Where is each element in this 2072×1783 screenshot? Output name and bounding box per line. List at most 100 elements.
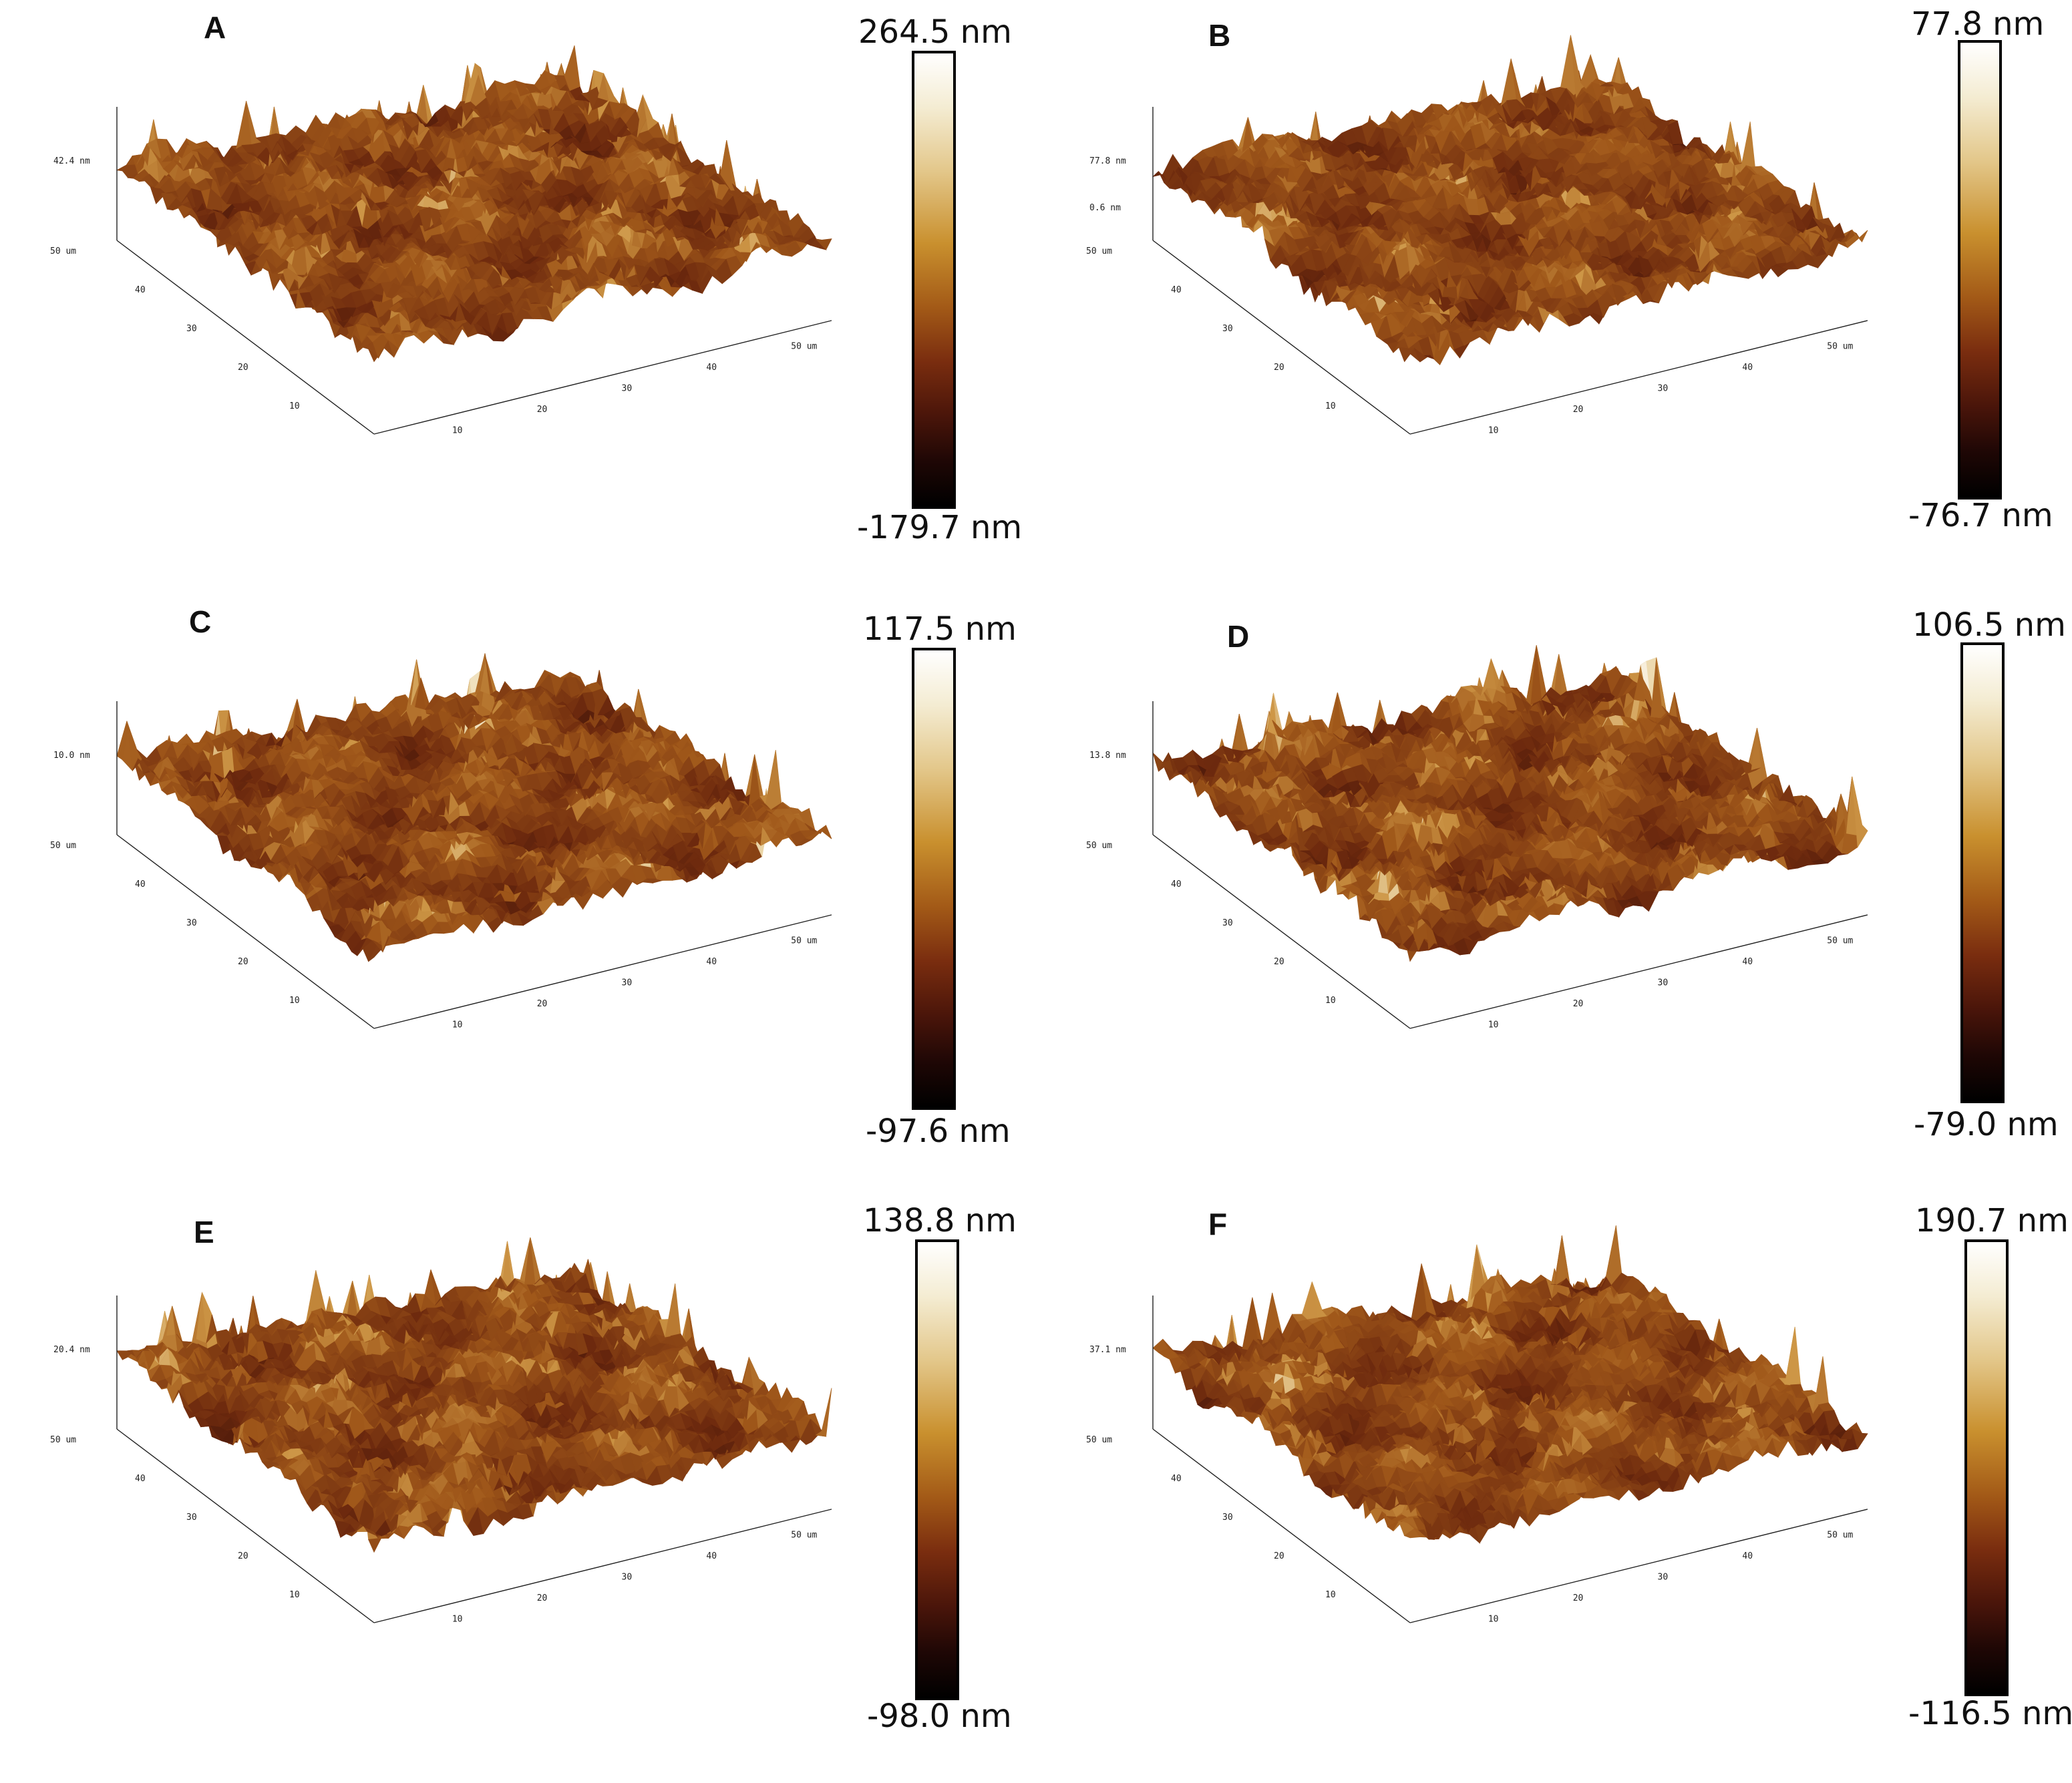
x-axis-tick-label: 40: [706, 1551, 717, 1561]
surface-mesh: [1153, 645, 1868, 961]
x-axis-tick-label: 30: [1658, 978, 1669, 988]
x-axis-tick-label: 30: [622, 384, 633, 394]
z-axis-label: 77.8 nm: [1089, 156, 1126, 166]
surface-mesh: [117, 1237, 832, 1552]
x-axis-tick-label: 40: [1742, 1551, 1753, 1561]
y-axis-tick-label: 20: [1274, 957, 1284, 967]
x-axis-tick-label: 10: [452, 426, 463, 436]
y-axis-tick-label: 40: [1171, 879, 1182, 889]
x-axis-tick-label: 10: [1488, 1020, 1499, 1030]
height-colorbar: [912, 648, 956, 1110]
colorbar-min-label: -97.6 nm: [866, 1113, 1011, 1150]
height-colorbar: [912, 51, 956, 509]
y-axis-tick-label: 50 um: [50, 1435, 76, 1445]
height-colorbar: [915, 1239, 959, 1700]
y-axis-tick-label: 40: [1171, 1474, 1182, 1484]
colorbar-max-label: 117.5 nm: [863, 610, 1017, 648]
y-axis-tick-label: 30: [1222, 324, 1233, 334]
height-colorbar: [1960, 642, 2005, 1103]
z-axis-label: 13.8 nm: [1089, 751, 1126, 761]
y-axis-tick-label: 30: [1222, 1513, 1233, 1523]
x-axis-tick-label: 20: [537, 1593, 548, 1603]
y-axis-tick-label: 20: [238, 957, 248, 967]
x-axis-tick-label: 50 um: [1827, 1531, 1853, 1541]
colorbar-max-label: 190.7 nm: [1915, 1202, 2069, 1239]
colorbar-min-label: -76.7 nm: [1908, 497, 2053, 534]
x-axis-tick-label: 20: [1573, 405, 1584, 415]
y-axis-tick-label: 30: [186, 1513, 197, 1523]
surface-mesh: [1153, 35, 1868, 365]
x-axis-tick-label: 30: [622, 1573, 633, 1583]
y-axis-tick-label: 20: [238, 363, 248, 373]
colorbar-min-label: -79.0 nm: [1914, 1106, 2059, 1143]
afm-surface-plot: 13.8 nm 50 um 40 30 20 10 10 20 30 40 50 um: [1036, 594, 1878, 1182]
colorbar-max-label: 77.8 nm: [1911, 5, 2044, 43]
y-axis-tick-label: 10: [1325, 1590, 1336, 1600]
x-axis-tick-label: 50 um: [791, 936, 817, 946]
x-axis-tick-label: 40: [706, 363, 717, 373]
x-axis-tick-label: 20: [1573, 999, 1584, 1009]
x-axis-tick-label: 30: [1658, 384, 1669, 394]
y-axis-tick-label: 40: [1171, 285, 1182, 295]
y-axis-tick-label: 10: [289, 996, 300, 1006]
x-axis-tick-label: 20: [537, 999, 548, 1009]
colorbar-min-label: -179.7 nm: [857, 509, 1022, 546]
y-axis-tick-label: 20: [238, 1551, 248, 1561]
y-axis-tick-label: 40: [135, 879, 146, 889]
y-axis-tick-label: 50 um: [1086, 246, 1112, 256]
y-axis-tick-label: 50 um: [50, 246, 76, 256]
y-axis-tick-label: 50 um: [1086, 1435, 1112, 1445]
x-axis-tick-label: 30: [622, 978, 633, 988]
x-axis-tick-label: 50 um: [1827, 936, 1853, 946]
x-axis-tick-label: 40: [1742, 957, 1753, 967]
z-axis-label: 42.4 nm: [53, 156, 90, 166]
z-axis-label: 37.1 nm: [1089, 1345, 1126, 1355]
y-axis-tick-label: 20: [1274, 363, 1284, 373]
afm-surface-plot: 10.0 nm 50 um 40 30 20 10 10 20 30 40 50 um: [0, 594, 842, 1182]
x-axis-tick-label: 10: [452, 1020, 463, 1030]
x-axis-tick-label: 40: [706, 957, 717, 967]
x-axis-tick-label: 10: [1488, 1615, 1499, 1625]
colorbar-min-label: -98.0 nm: [867, 1698, 1012, 1735]
afm-surface-plot: 20.4 nm 50 um 40 30 20 10 10 20 30 40 50 um: [0, 1189, 842, 1743]
z-axis-label: 20.4 nm: [53, 1345, 90, 1355]
y-axis-tick-label: 10: [1325, 996, 1336, 1006]
x-axis-tick-label: 50 um: [1827, 342, 1853, 352]
x-axis-tick-label: 50 um: [791, 1531, 817, 1541]
y-axis-tick-label: 30: [186, 324, 197, 334]
colorbar-max-label: 106.5 nm: [1912, 606, 2066, 644]
z-axis-label: 0.6 nm: [1089, 203, 1121, 213]
y-axis-tick-label: 10: [289, 401, 300, 411]
y-axis-tick-label: 30: [186, 918, 197, 928]
y-axis-tick-label: 50 um: [50, 841, 76, 851]
x-axis-tick-label: 10: [1488, 426, 1499, 436]
colorbar-max-label: 138.8 nm: [863, 1202, 1017, 1239]
x-axis-tick-label: 50 um: [791, 342, 817, 352]
y-axis-tick-label: 40: [135, 285, 146, 295]
x-axis-tick-label: 10: [452, 1615, 463, 1625]
y-axis-tick-label: 10: [289, 1590, 300, 1600]
x-axis-tick-label: 40: [1742, 363, 1753, 373]
z-axis-label: 10.0 nm: [53, 751, 90, 761]
y-axis-tick-label: 20: [1274, 1551, 1284, 1561]
surface-mesh: [117, 45, 832, 361]
surface-mesh: [1153, 1225, 1868, 1543]
y-axis-tick-label: 50 um: [1086, 841, 1112, 851]
y-axis-tick-label: 40: [135, 1474, 146, 1484]
x-axis-tick-label: 20: [1573, 1593, 1584, 1603]
colorbar-min-label: -116.5 nm: [1908, 1695, 2072, 1732]
afm-surface-plot: 42.4 nm 50 um 40 30 20 10 10 20 30 40 50 um: [0, 0, 842, 588]
colorbar-max-label: 264.5 nm: [858, 13, 1012, 51]
y-axis-tick-label: 10: [1325, 401, 1336, 411]
height-colorbar: [1964, 1239, 2009, 1696]
y-axis-tick-label: 30: [1222, 918, 1233, 928]
height-colorbar: [1958, 40, 2002, 500]
x-axis-tick-label: 20: [537, 405, 548, 415]
